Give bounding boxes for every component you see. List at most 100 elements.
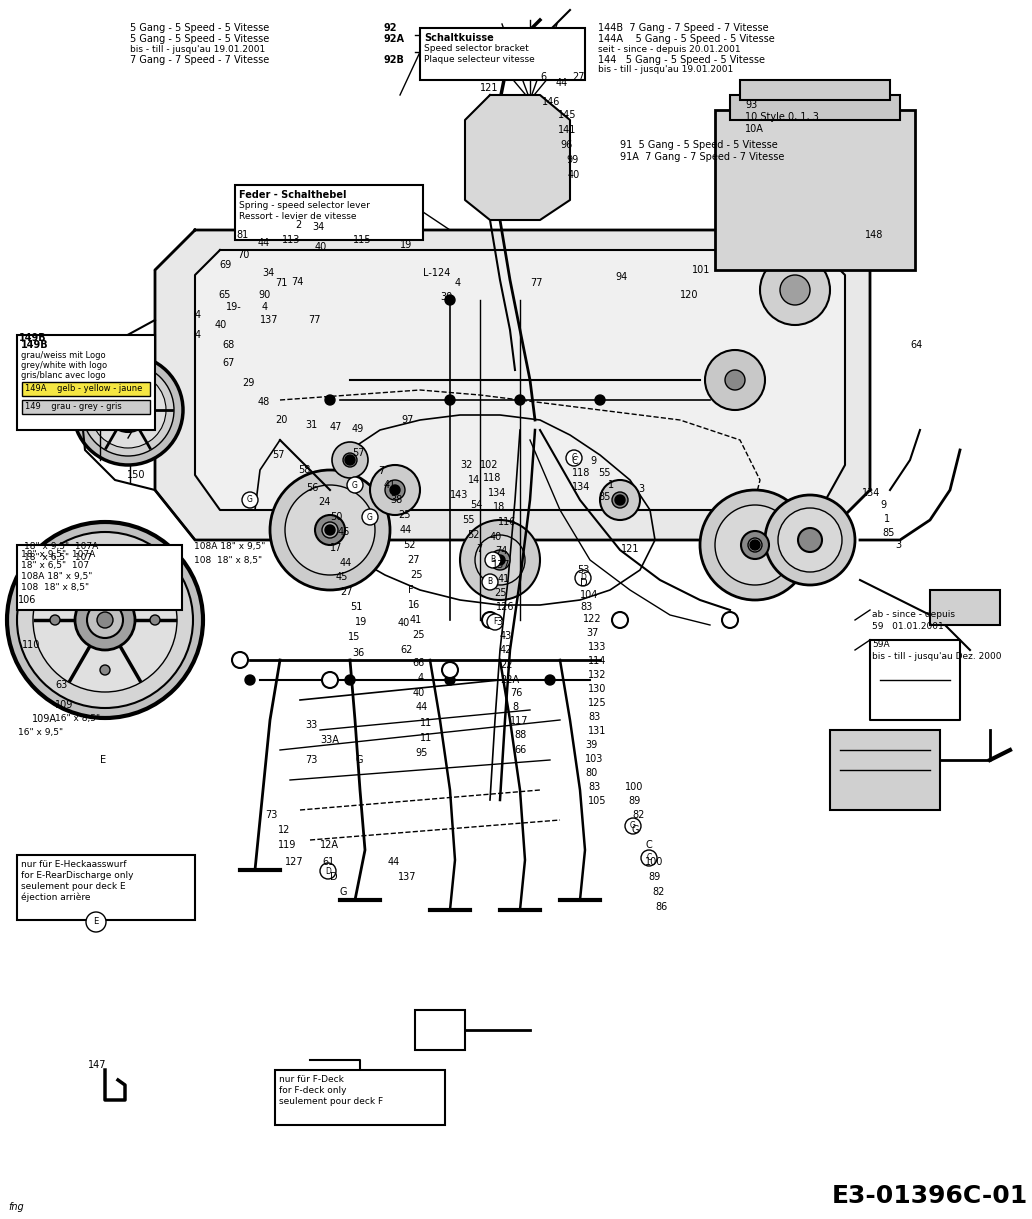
Text: 114: 114 <box>588 656 607 666</box>
Circle shape <box>325 525 335 535</box>
Text: 43: 43 <box>499 631 512 641</box>
Text: 44: 44 <box>388 857 400 867</box>
Circle shape <box>315 514 345 545</box>
Text: 10 Style 0, 1, 3: 10 Style 0, 1, 3 <box>745 112 818 122</box>
Text: for E-RearDischarge only: for E-RearDischarge only <box>21 872 133 880</box>
Text: 149B: 149B <box>21 340 49 350</box>
Text: 100: 100 <box>625 783 643 792</box>
Circle shape <box>566 450 582 466</box>
Text: 59A: 59A <box>872 640 890 649</box>
Circle shape <box>460 521 540 600</box>
Bar <box>930 590 1000 625</box>
Text: 137: 137 <box>260 315 279 325</box>
Text: F: F <box>408 585 414 595</box>
Text: 85: 85 <box>882 528 895 538</box>
Text: 34: 34 <box>312 222 324 232</box>
Text: E3-01396C-01: E3-01396C-01 <box>832 1184 1028 1208</box>
Text: 41: 41 <box>384 480 396 490</box>
Text: seulement pour deck F: seulement pour deck F <box>279 1097 383 1106</box>
Text: 71: 71 <box>275 278 287 288</box>
Text: 121: 121 <box>621 544 640 553</box>
Circle shape <box>150 616 160 625</box>
Circle shape <box>347 477 363 492</box>
Circle shape <box>515 395 525 405</box>
Text: 39: 39 <box>585 740 598 750</box>
Text: fng: fng <box>8 1202 24 1212</box>
Text: bis - till - jusqu'au Dez. 2000: bis - till - jusqu'au Dez. 2000 <box>872 652 1001 661</box>
Text: 57: 57 <box>352 449 364 458</box>
Text: L-124: L-124 <box>423 268 450 278</box>
Text: 19: 19 <box>355 617 367 627</box>
Text: 11: 11 <box>420 718 432 728</box>
Circle shape <box>445 675 455 685</box>
Text: 108  18" x 8,5": 108 18" x 8,5" <box>21 583 89 592</box>
Bar <box>275 1070 445 1125</box>
Text: 113: 113 <box>282 235 300 245</box>
Text: 92: 92 <box>383 23 396 33</box>
Text: 115: 115 <box>353 235 372 245</box>
Text: 137: 137 <box>398 872 417 883</box>
Text: 83: 83 <box>580 602 592 612</box>
Text: G: G <box>367 512 373 522</box>
Bar <box>420 28 585 80</box>
Text: 134: 134 <box>572 482 590 492</box>
Text: 65: 65 <box>218 290 230 300</box>
Text: 149    grau - grey - gris: 149 grau - grey - gris <box>25 402 122 411</box>
Text: 40: 40 <box>490 531 503 542</box>
Text: Speed selector bracket: Speed selector bracket <box>424 44 528 52</box>
Text: 25: 25 <box>494 588 507 599</box>
Text: 125: 125 <box>588 698 607 708</box>
Circle shape <box>495 555 505 564</box>
Text: 40: 40 <box>398 618 411 628</box>
Circle shape <box>545 675 555 685</box>
Polygon shape <box>195 250 845 510</box>
Circle shape <box>100 564 110 575</box>
Text: 76: 76 <box>510 688 522 698</box>
Text: 133: 133 <box>588 642 607 652</box>
Text: 82: 82 <box>632 809 644 820</box>
Text: 74: 74 <box>291 277 303 286</box>
Circle shape <box>82 364 174 456</box>
Text: 40: 40 <box>215 321 227 330</box>
Circle shape <box>345 455 355 464</box>
Text: 4: 4 <box>418 673 424 683</box>
Text: 3: 3 <box>895 540 901 550</box>
Text: 118: 118 <box>483 473 502 483</box>
Text: 120: 120 <box>680 290 699 300</box>
Text: 119: 119 <box>278 840 296 850</box>
Circle shape <box>442 662 458 678</box>
Text: 90: 90 <box>258 290 270 300</box>
Text: 149B: 149B <box>19 333 46 343</box>
Text: 62: 62 <box>400 645 413 655</box>
Text: Plaque selecteur vitesse: Plaque selecteur vitesse <box>424 55 535 65</box>
Text: éjection arrière: éjection arrière <box>21 894 91 902</box>
Circle shape <box>778 508 842 572</box>
Text: 14: 14 <box>467 475 480 485</box>
Circle shape <box>482 574 498 590</box>
Circle shape <box>322 672 338 688</box>
Text: 55: 55 <box>462 514 475 525</box>
Text: 10A: 10A <box>745 124 764 134</box>
Text: 41: 41 <box>410 616 422 625</box>
Text: 85: 85 <box>598 492 610 502</box>
Text: 45: 45 <box>336 572 349 581</box>
Circle shape <box>612 492 628 508</box>
Text: D: D <box>580 578 587 588</box>
Text: 37: 37 <box>586 628 599 638</box>
Circle shape <box>332 442 368 478</box>
Text: 131: 131 <box>588 727 607 736</box>
Text: G: G <box>632 825 640 835</box>
Text: 93: 93 <box>745 100 757 110</box>
Bar <box>740 80 890 100</box>
Circle shape <box>325 395 335 405</box>
Text: 4: 4 <box>195 310 201 321</box>
Text: 83: 83 <box>588 712 601 722</box>
Circle shape <box>17 531 193 708</box>
Text: seit - since - depuis 20.01.2001: seit - since - depuis 20.01.2001 <box>598 45 741 54</box>
Text: 9: 9 <box>880 500 886 510</box>
Text: 116: 116 <box>498 517 516 527</box>
Text: 20: 20 <box>275 414 287 425</box>
Text: 66: 66 <box>514 745 526 755</box>
Circle shape <box>50 616 60 625</box>
Text: 8: 8 <box>512 702 518 712</box>
